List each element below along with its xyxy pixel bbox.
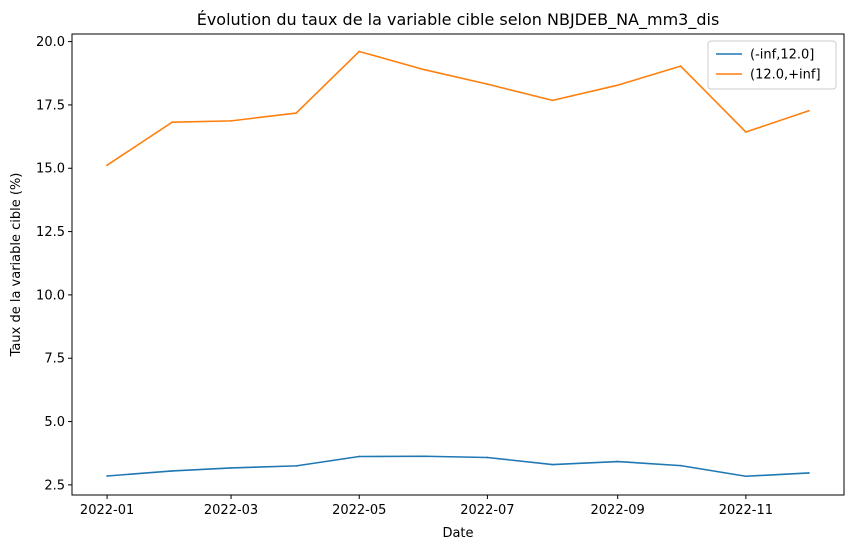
y-tick-label: 20.0: [36, 35, 65, 50]
chart-title: Évolution du taux de la variable cible s…: [197, 10, 720, 30]
data-point: [230, 119, 232, 122]
data-point: [423, 68, 426, 71]
data-point: [106, 475, 108, 477]
data-point: [295, 464, 298, 467]
series-line-0: [107, 455, 809, 478]
data-point: [295, 112, 298, 114]
data-point: [171, 470, 174, 472]
data-point: [679, 65, 682, 68]
data-point: [616, 84, 619, 87]
y-tick-label: 17.5: [36, 98, 65, 113]
data-point: [551, 463, 554, 466]
data-point: [808, 472, 810, 474]
y-tick-label: 15.0: [36, 162, 65, 177]
data-point: [230, 466, 232, 469]
x-tick-label: 2022-03: [204, 503, 258, 518]
y-axis-label: Taux de la variable cible (%): [9, 173, 24, 358]
data-point: [106, 164, 108, 167]
data-point: [679, 464, 682, 467]
x-tick-label: 2022-09: [591, 503, 645, 518]
x-tick-label: 2022-11: [719, 503, 773, 518]
data-point: [744, 131, 747, 133]
y-axis: 2.5 5.0 7.5 10.0 12.5 15.0 17.5 20.0: [36, 35, 72, 493]
x-axis-label: Date: [442, 526, 473, 541]
data-point: [423, 455, 426, 458]
x-tick-label: 2022-01: [80, 503, 134, 518]
plot-frame: [71, 33, 845, 496]
series-line-1: [106, 50, 810, 166]
y-tick-label: 5.0: [44, 415, 65, 430]
data-point: [744, 475, 747, 478]
y-tick-label: 2.5: [44, 478, 65, 493]
data-point: [616, 460, 619, 463]
legend: (-inf,12.0] (12.0,+inf]: [707, 40, 837, 90]
series-layer: [106, 50, 810, 478]
data-point: [486, 83, 489, 86]
data-point: [358, 50, 361, 53]
data-point: [551, 99, 554, 102]
y-tick-label: 12.5: [36, 225, 65, 240]
data-point: [171, 121, 174, 124]
legend-box: [707, 40, 837, 90]
data-point: [358, 455, 361, 458]
x-tick-label: 2022-05: [332, 503, 386, 518]
legend-label: (12.0,+inf]: [750, 68, 821, 83]
y-tick-label: 7.5: [44, 352, 65, 367]
legend-label: (-inf,12.0]: [750, 48, 814, 63]
x-axis: 2022-01 2022-03 2022-05 2022-07 2022-09 2022-…: [80, 495, 773, 518]
y-tick-label: 10.0: [36, 288, 65, 303]
data-point: [486, 456, 489, 459]
x-tick-label: 2022-07: [460, 503, 514, 518]
data-point: [808, 109, 810, 112]
